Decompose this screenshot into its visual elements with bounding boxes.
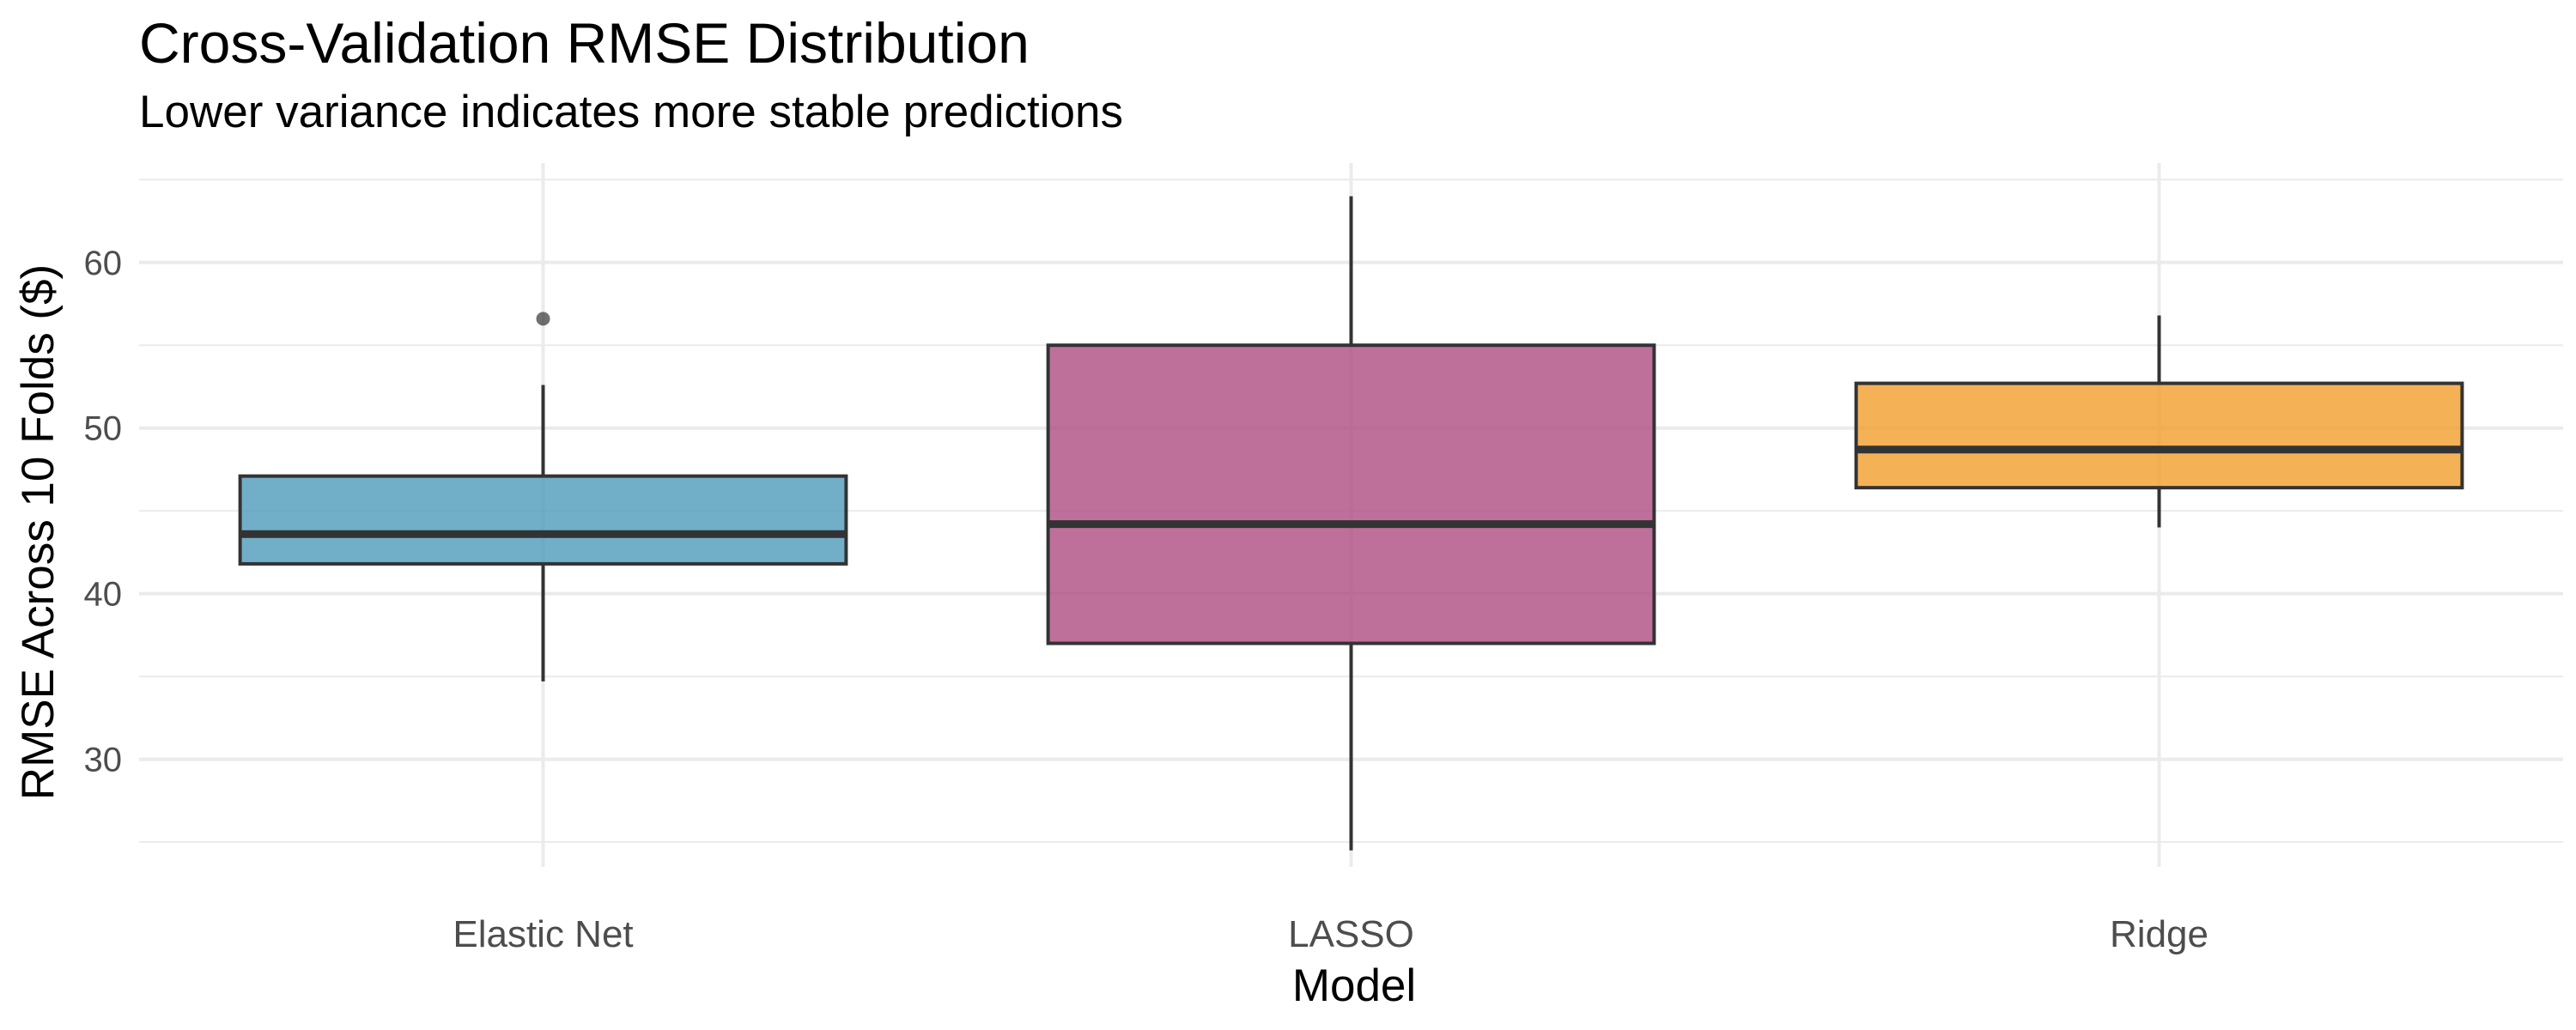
y-tick-label: 60	[84, 245, 123, 282]
x-tick-label: Elastic Net	[453, 913, 633, 955]
box-lasso	[1046, 196, 1656, 851]
chart-title: Cross-Validation RMSE Distribution	[139, 11, 1030, 75]
outlier-point	[536, 312, 550, 326]
y-tick-label: 30	[84, 742, 123, 779]
x-tick-labels: Elastic Net LASSO Ridge	[453, 913, 2208, 955]
iqr-box	[1046, 343, 1656, 645]
box-elastic-net	[238, 312, 848, 682]
chart-subtitle: Lower variance indicates more stable pre…	[139, 87, 1123, 137]
y-tick-label: 50	[84, 410, 123, 448]
y-tick-label: 40	[84, 576, 123, 614]
box-ridge	[1854, 315, 2464, 528]
x-tick-label: LASSO	[1288, 913, 1414, 955]
box-layer	[238, 196, 2464, 851]
iqr-box	[1854, 381, 2464, 490]
y-tick-labels: 30 40 50 60	[84, 245, 123, 779]
y-axis-title: RMSE Across 10 Folds ($)	[13, 264, 64, 800]
x-axis-title: Model	[1292, 960, 1416, 1011]
iqr-box	[238, 474, 848, 566]
x-tick-label: Ridge	[2110, 913, 2208, 955]
